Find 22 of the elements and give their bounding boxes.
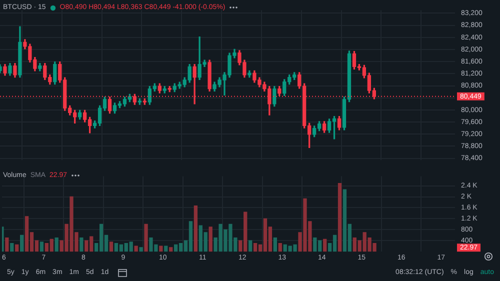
bar xyxy=(338,183,342,252)
bar xyxy=(139,247,143,252)
bar xyxy=(5,238,9,252)
bar xyxy=(134,246,138,252)
bar xyxy=(164,246,168,252)
bar xyxy=(2,226,4,252)
bar xyxy=(109,242,114,252)
bar xyxy=(80,238,84,252)
bar xyxy=(15,244,19,252)
bar xyxy=(159,246,163,252)
bar xyxy=(10,243,14,252)
bar xyxy=(20,234,24,252)
bar xyxy=(144,224,148,252)
bar xyxy=(169,247,173,252)
bar xyxy=(278,243,282,252)
bar xyxy=(40,242,44,252)
bar xyxy=(323,238,327,252)
bar xyxy=(208,226,212,252)
bar xyxy=(248,240,252,252)
bar xyxy=(273,238,278,252)
bar xyxy=(54,238,58,252)
bar xyxy=(194,205,198,252)
